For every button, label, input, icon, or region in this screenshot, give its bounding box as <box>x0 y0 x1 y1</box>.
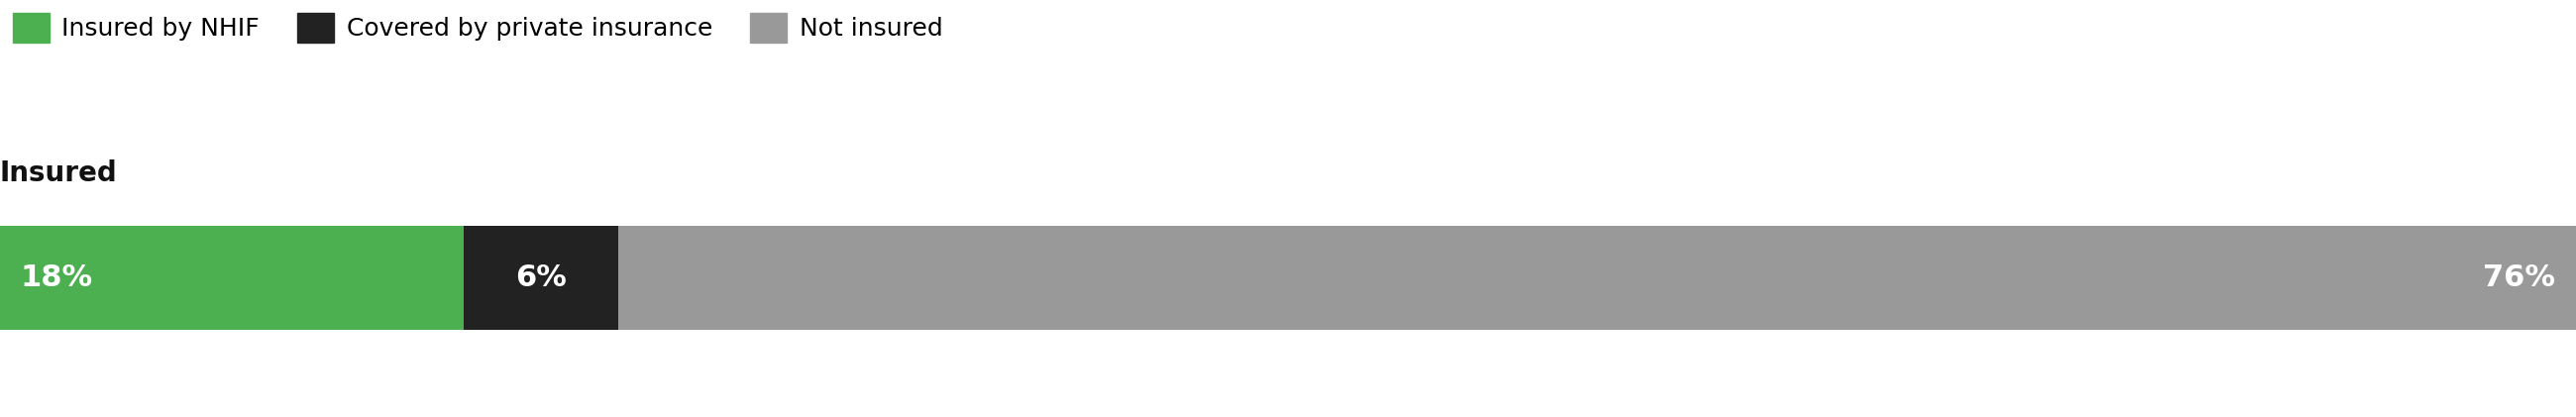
Text: 18%: 18% <box>21 264 93 292</box>
Legend: Insured by NHIF, Covered by private insurance, Not insured: Insured by NHIF, Covered by private insu… <box>13 13 943 43</box>
Text: Insured: Insured <box>0 160 118 188</box>
Bar <box>0 226 464 330</box>
Bar <box>464 226 618 330</box>
Bar <box>618 226 2576 330</box>
Text: 6%: 6% <box>515 264 567 292</box>
Text: 76%: 76% <box>2483 264 2555 292</box>
